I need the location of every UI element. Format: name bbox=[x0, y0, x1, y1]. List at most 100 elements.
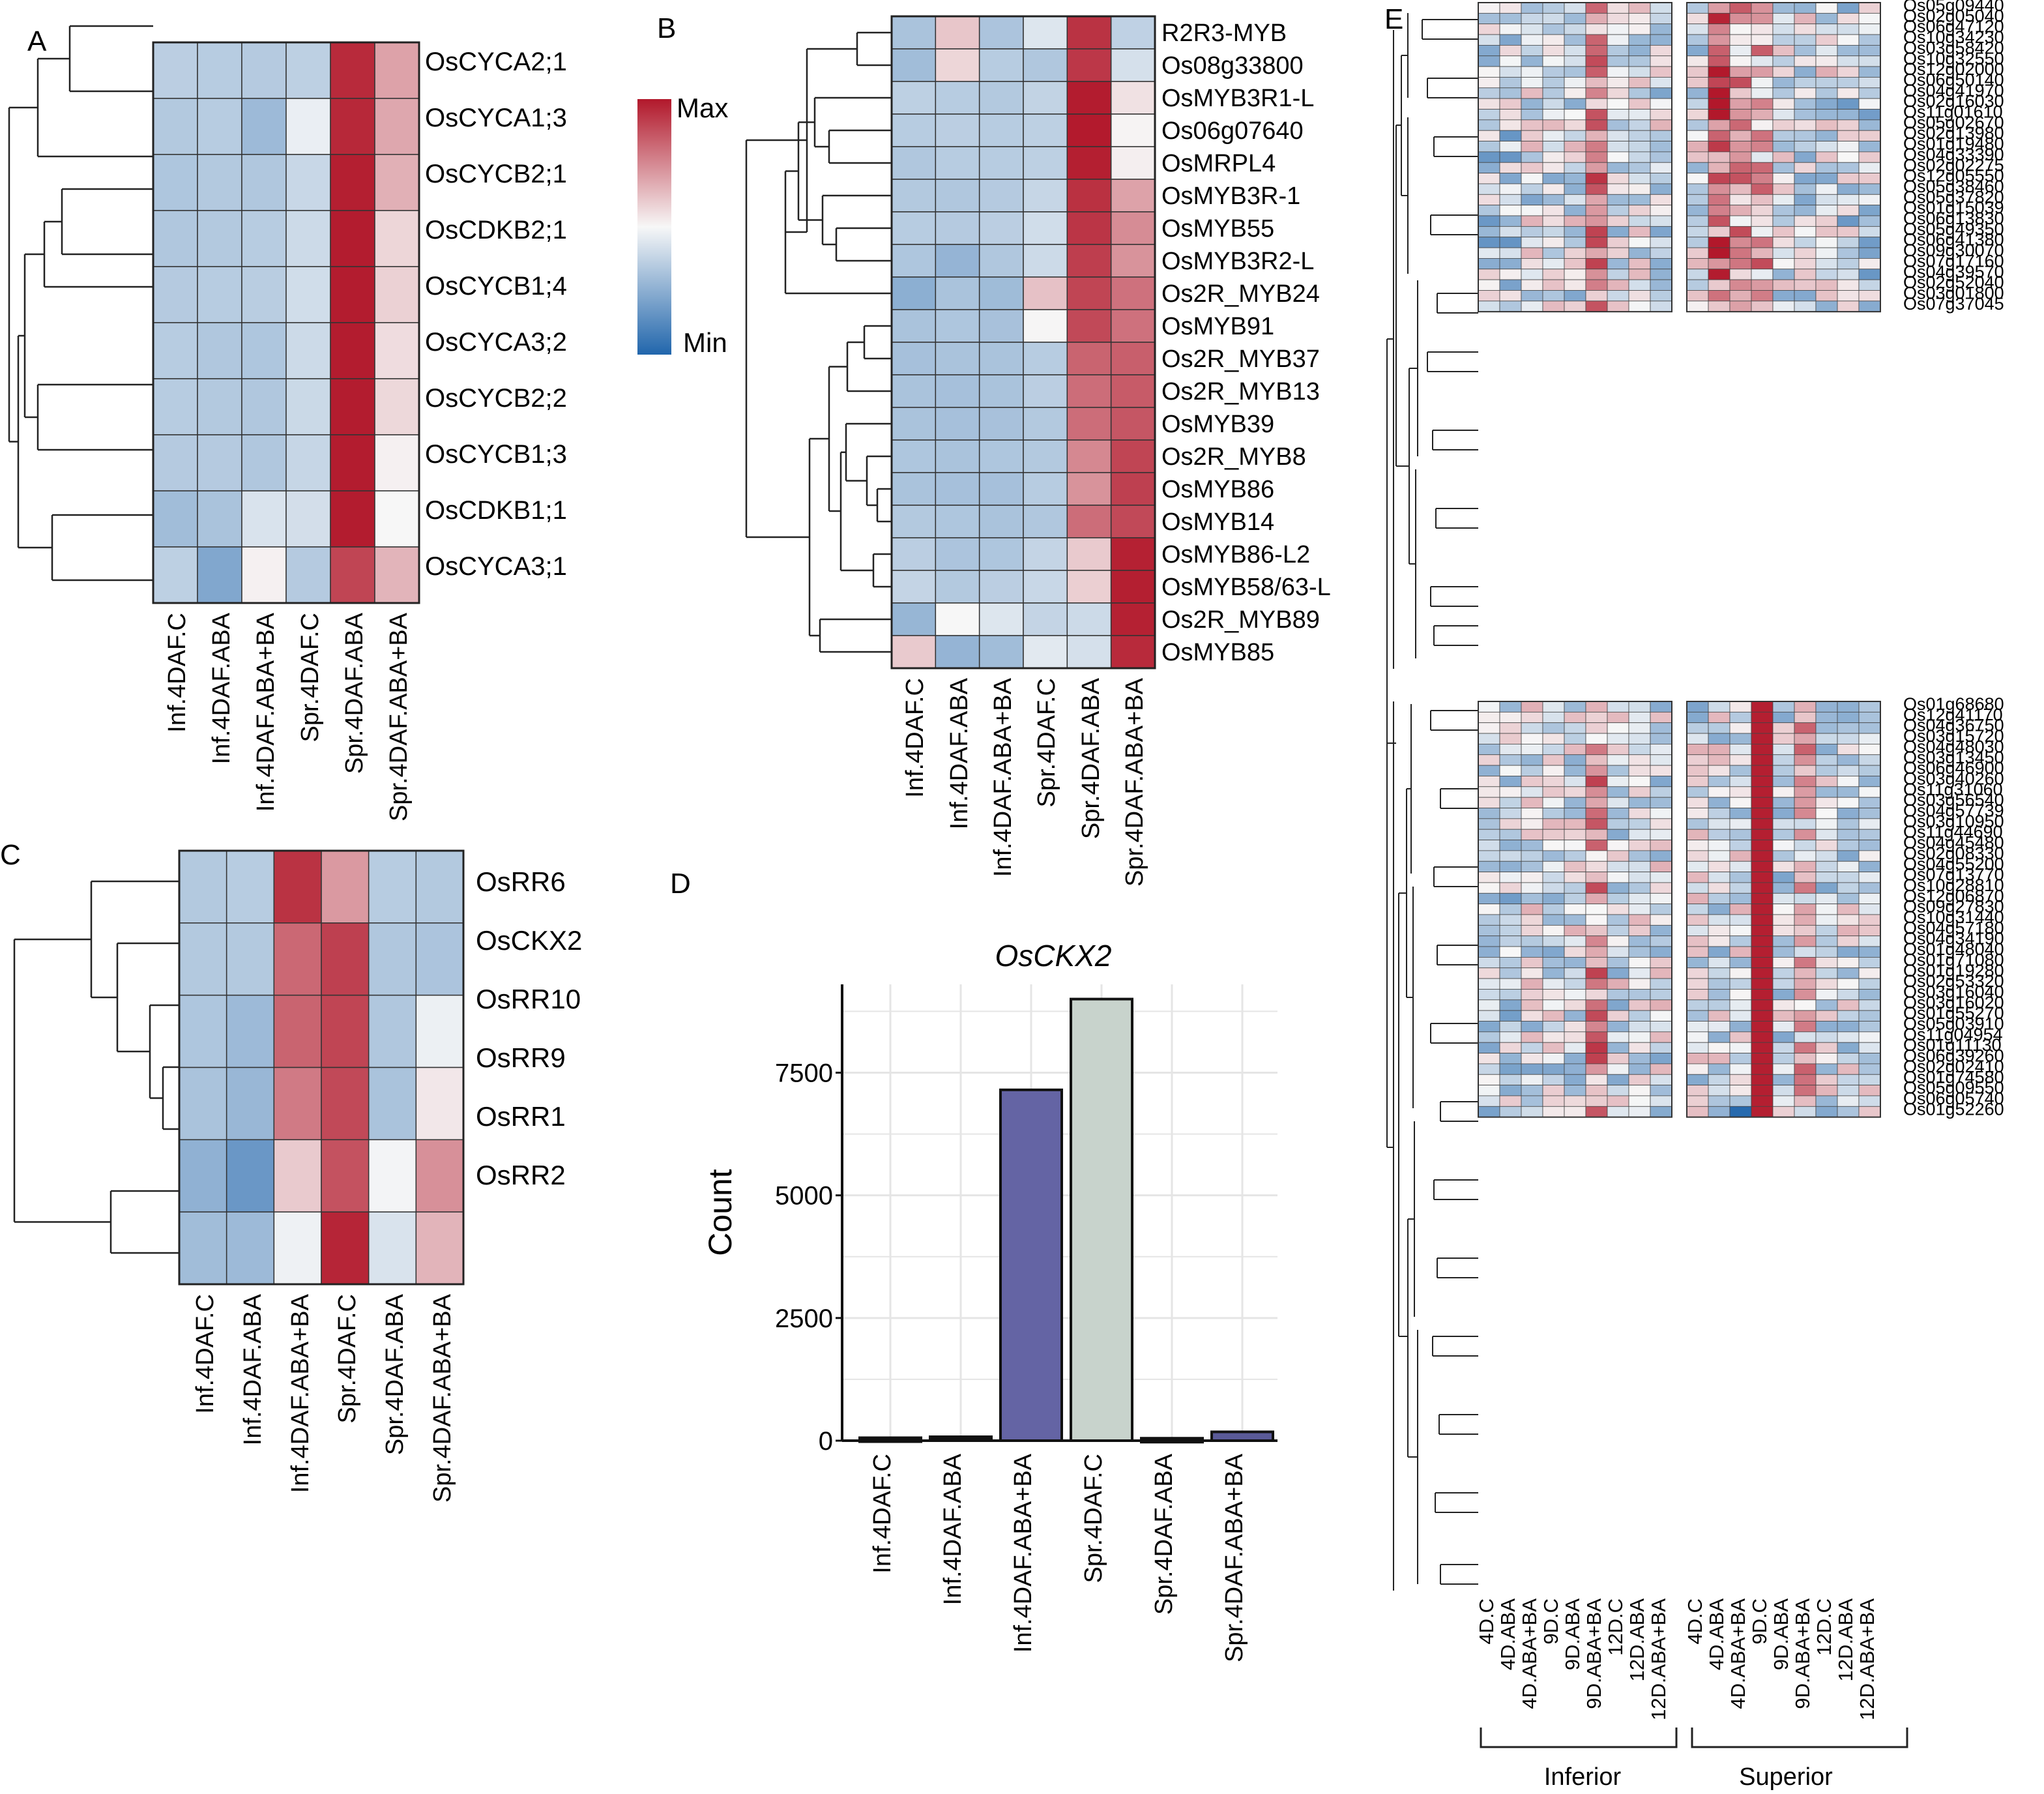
heatmap-cell bbox=[1478, 226, 1500, 238]
heatmap-cell bbox=[368, 1211, 417, 1285]
heatmap-cell bbox=[1686, 1053, 1709, 1065]
heatmap-cell bbox=[1837, 1063, 1860, 1075]
heatmap-cell bbox=[1542, 301, 1565, 312]
heatmap-cell bbox=[241, 546, 287, 604]
heatmap-cell bbox=[1564, 978, 1586, 990]
heatmap-cell bbox=[1837, 776, 1860, 787]
heatmap-cell bbox=[1478, 162, 1500, 174]
heatmap-cell bbox=[1628, 701, 1651, 713]
row-label: Os05g03910 bbox=[1903, 1014, 2004, 1034]
heatmap-cell bbox=[197, 266, 242, 323]
heatmap-cell bbox=[935, 439, 980, 473]
heatmap-cell bbox=[1686, 829, 1709, 840]
heatmap-cell bbox=[1837, 12, 1860, 25]
heatmap-cell bbox=[1499, 904, 1522, 915]
heatmap-cell bbox=[1837, 215, 1860, 227]
heatmap-cell bbox=[1650, 2, 1672, 14]
heatmap-cell bbox=[1858, 247, 1881, 259]
heatmap-cell bbox=[1708, 989, 1730, 1001]
panel-c-dendrogram bbox=[13, 880, 179, 1254]
heatmap-cell bbox=[1478, 957, 1500, 969]
heatmap-cell bbox=[1772, 130, 1795, 141]
heatmap-cell bbox=[1607, 130, 1629, 141]
heatmap-cell bbox=[1542, 45, 1565, 57]
heatmap-cell bbox=[1650, 882, 1672, 894]
heatmap-cell bbox=[1478, 290, 1500, 302]
row-label: Os04g36750 bbox=[1903, 716, 2004, 735]
heatmap-cell bbox=[153, 266, 198, 323]
heatmap-cell bbox=[374, 154, 420, 211]
heatmap-cell bbox=[1023, 48, 1068, 82]
heatmap-cell bbox=[1794, 733, 1817, 744]
heatmap-cell bbox=[1564, 935, 1586, 947]
heatmap-cell bbox=[1542, 967, 1565, 979]
heatmap-cell bbox=[1650, 1095, 1672, 1107]
heatmap-cell bbox=[1521, 66, 1543, 78]
heatmap-cell bbox=[1585, 119, 1608, 131]
heatmap-cell bbox=[1772, 1095, 1795, 1107]
heatmap-cell bbox=[1650, 957, 1672, 969]
heatmap-cell bbox=[1858, 1010, 1881, 1022]
heatmap-cell bbox=[1858, 279, 1881, 291]
heatmap-cell bbox=[1023, 146, 1068, 180]
heatmap-cell bbox=[1686, 1010, 1709, 1022]
row-label: Os03g40260 bbox=[1903, 769, 2004, 789]
heatmap-cell bbox=[1628, 151, 1651, 163]
heatmap-cell bbox=[1772, 765, 1795, 776]
heatmap-cell bbox=[1708, 1042, 1730, 1053]
heatmap-cell bbox=[1607, 1085, 1629, 1096]
heatmap-cell bbox=[1628, 924, 1651, 937]
row-label: Os03g16040 bbox=[1903, 982, 2004, 1002]
heatmap-cell bbox=[1499, 776, 1522, 787]
heatmap-cell bbox=[197, 322, 242, 379]
heatmap-cell bbox=[241, 434, 287, 492]
color-scale-bar bbox=[637, 99, 671, 355]
heatmap-cell bbox=[1564, 1063, 1586, 1075]
heatmap-cell bbox=[1585, 1095, 1608, 1107]
heatmap-cell bbox=[1837, 269, 1860, 280]
heatmap-cell bbox=[1585, 914, 1608, 926]
heatmap-cell bbox=[1772, 1074, 1795, 1086]
heatmap-cell bbox=[1772, 1085, 1795, 1096]
heatmap-cell bbox=[374, 434, 420, 492]
heatmap-cell bbox=[1794, 892, 1817, 905]
heatmap-cell bbox=[1837, 109, 1860, 121]
heatmap-cell bbox=[1628, 173, 1651, 184]
heatmap-cell bbox=[1478, 301, 1500, 312]
heatmap-cell bbox=[1708, 924, 1730, 937]
row-label: Os01g68680 bbox=[1903, 694, 2004, 714]
heatmap-cell bbox=[1794, 967, 1817, 979]
panel-b-dendrogram bbox=[745, 31, 892, 653]
heatmap-cell bbox=[1585, 765, 1608, 776]
heatmap-cell bbox=[1564, 12, 1586, 25]
heatmap-cell bbox=[1751, 1095, 1774, 1107]
heatmap-cell bbox=[1499, 744, 1522, 756]
heatmap-cell bbox=[1607, 279, 1629, 291]
heatmap-cell bbox=[891, 602, 937, 636]
heatmap-cell bbox=[1751, 1010, 1774, 1022]
heatmap-cell bbox=[1110, 113, 1156, 147]
heatmap-cell bbox=[1542, 87, 1565, 99]
heatmap-cell bbox=[1686, 34, 1709, 46]
heatmap-cell bbox=[1023, 244, 1068, 278]
heatmap-cell bbox=[1815, 935, 1838, 947]
heatmap-cell bbox=[891, 635, 937, 669]
panel-e-group-brackets bbox=[1480, 1728, 1908, 1748]
heatmap-cell bbox=[1729, 45, 1752, 57]
heatmap-cell bbox=[1837, 2, 1860, 14]
heatmap-cell bbox=[1521, 711, 1543, 724]
panel-a-frame bbox=[152, 41, 420, 604]
heatmap-cell bbox=[1686, 119, 1709, 131]
heatmap-cell bbox=[1686, 141, 1709, 153]
heatmap-cell bbox=[1478, 1031, 1500, 1043]
heatmap-cell bbox=[285, 546, 331, 604]
heatmap-cell bbox=[891, 81, 937, 115]
heatmap-cell bbox=[1521, 892, 1543, 905]
heatmap-cell bbox=[241, 42, 287, 99]
heatmap-cell bbox=[1521, 935, 1543, 947]
heatmap-cell bbox=[978, 309, 1024, 343]
heatmap-cell bbox=[1650, 967, 1672, 979]
heatmap-cell bbox=[1521, 1106, 1543, 1118]
row-label: Os06g05740 bbox=[1903, 1089, 2004, 1108]
heatmap-cell bbox=[1542, 109, 1565, 121]
